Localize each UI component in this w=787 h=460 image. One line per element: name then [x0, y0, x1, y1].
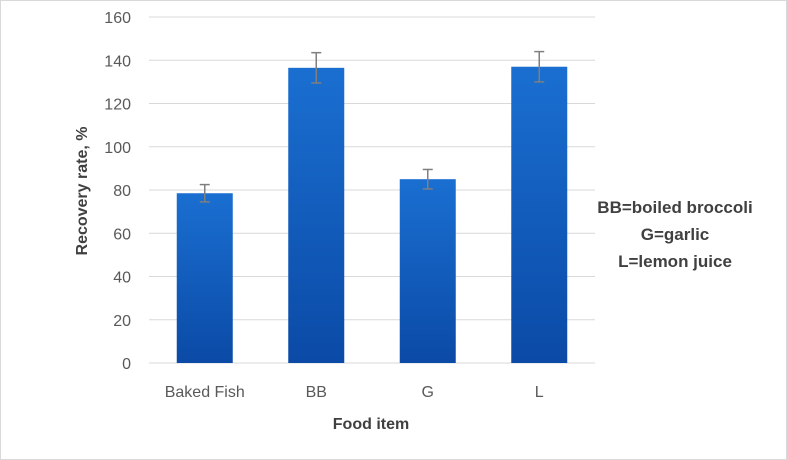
x-tick-label-l: L [535, 384, 544, 401]
y-tick-label-120: 120 [104, 97, 131, 114]
note-line-bb: BB=boiled broccoli [597, 198, 752, 217]
bar-baked-fish [176, 193, 233, 363]
note-line-l: L=lemon juice [618, 252, 732, 271]
note-line-g: G=garlic [641, 225, 710, 244]
bar-l [511, 66, 568, 364]
error-bar-baked-fish [199, 183, 210, 203]
y-axis-title: Recovery rate, % [74, 127, 91, 256]
y-tick-label-160: 160 [104, 10, 131, 27]
error-bar-bb [311, 51, 322, 84]
y-tick-label-60: 60 [113, 226, 131, 243]
x-tick-labels: Baked Fish BB G L [165, 384, 544, 401]
bars [176, 66, 568, 364]
bar-bb [288, 67, 345, 363]
x-tick-label-baked-fish: Baked Fish [165, 384, 245, 401]
y-tick-label-40: 40 [113, 270, 131, 287]
error-bar-l [534, 50, 545, 83]
x-axis-title: Food item [333, 416, 409, 433]
abbreviation-note: BB=boiled broccoli G=garlic L=lemon juic… [597, 198, 752, 271]
y-tick-labels: 0 20 40 60 80 100 120 140 160 [104, 10, 131, 373]
x-tick-label-g: G [422, 384, 434, 401]
error-bars [199, 50, 545, 203]
y-tick-label-140: 140 [104, 53, 131, 70]
bar-g [399, 179, 456, 363]
y-tick-label-0: 0 [122, 356, 131, 373]
error-bar-g [422, 168, 433, 190]
y-tick-label-100: 100 [104, 140, 131, 157]
x-tick-label-bb: BB [306, 384, 327, 401]
y-tick-label-80: 80 [113, 183, 131, 200]
y-tick-label-20: 20 [113, 313, 131, 330]
